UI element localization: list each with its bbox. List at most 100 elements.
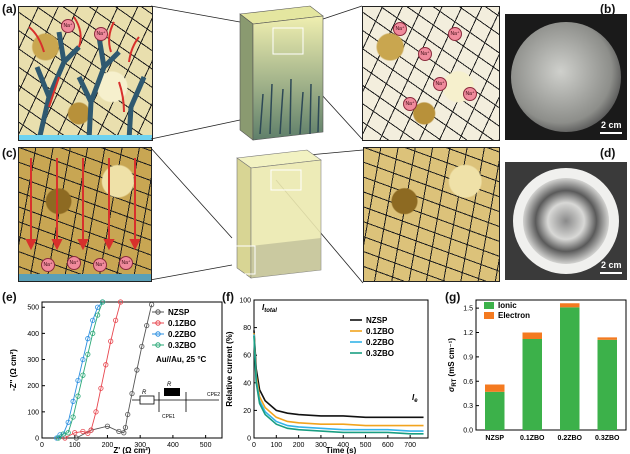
- circuit-label: CPE1: [162, 414, 175, 420]
- annotation-symbol: I: [412, 393, 415, 402]
- data-point: [93, 409, 99, 415]
- conditions-annotation: Au//Au, 25 °C: [156, 355, 207, 364]
- x-tick-label: 100: [270, 442, 282, 449]
- y-tick-label: 0: [35, 436, 39, 443]
- legend-marker: [155, 331, 161, 337]
- ion-marker: Na⁺: [393, 22, 407, 36]
- bar-ionic: [522, 339, 542, 430]
- data-point: [113, 317, 119, 323]
- ion-marker: Na⁺: [93, 258, 107, 272]
- grain-boundary-zoom-a: Na⁺ Na⁺ Na⁺ Na⁺ Na⁺ Na⁺: [362, 6, 500, 141]
- x-tick-label: 500: [360, 442, 372, 449]
- x-tick-label: 200: [293, 442, 305, 449]
- i-e-annotation: Ie: [412, 393, 418, 404]
- y-tick-label: 100: [27, 409, 39, 416]
- data-point: [65, 430, 71, 436]
- plot-frame: [475, 299, 627, 431]
- grain-zoom-c: [363, 147, 500, 282]
- y-tick-label: 400: [27, 331, 39, 338]
- plot-frame: [41, 301, 223, 439]
- annotation-symbol: I: [262, 303, 265, 312]
- x-tick-label: 700: [404, 442, 416, 449]
- ion-marker: Na⁺: [94, 27, 108, 41]
- data-point: [73, 435, 79, 441]
- data-point: [65, 419, 71, 425]
- x-axis-label: Time (s): [326, 446, 357, 454]
- legend-marker: [155, 309, 161, 315]
- porous-pellet-photo: 2 cm: [505, 162, 627, 280]
- legend-label: 0.3ZBO: [168, 341, 196, 350]
- ion-marker: Na⁺: [463, 87, 477, 101]
- x-category-label: NZSP: [485, 435, 504, 442]
- y-tick-label: 200: [27, 383, 39, 390]
- legend-label: 0.1ZBO: [168, 319, 196, 328]
- ion-marker: Na⁺: [403, 97, 417, 111]
- data-point: [85, 430, 91, 436]
- data-point: [55, 435, 61, 441]
- chart-g-conductivity: 0.0 0.3 0.6 0.9 1.2 1.5 σRT (mS cm⁻¹) NZSP 0.1ZB…: [447, 299, 627, 442]
- data-point: [122, 424, 129, 431]
- data-point: [99, 299, 106, 305]
- data-point: [104, 423, 111, 429]
- data-point: [129, 390, 135, 397]
- y-tick-label: 40: [243, 380, 251, 387]
- x-category-label: 0.3ZBO: [595, 435, 620, 442]
- panel-label-g: (g): [445, 290, 461, 304]
- x-tick-label: 300: [134, 442, 146, 449]
- x-tick-label: 400: [337, 442, 349, 449]
- ion-marker: Na⁺: [41, 258, 55, 272]
- data-point: [95, 304, 101, 310]
- circuit-label: R: [142, 390, 147, 396]
- data-point: [90, 330, 96, 336]
- panel-label-c: (c): [2, 146, 17, 160]
- data-point: [75, 393, 81, 399]
- data-point: [85, 336, 91, 342]
- legend-label: Electron: [498, 311, 530, 320]
- scale-bar: [600, 132, 622, 134]
- y-tick-label: 0: [247, 436, 251, 443]
- data-point: [70, 414, 76, 420]
- x-tick-label: 300: [315, 442, 327, 449]
- data-point: [75, 377, 81, 384]
- cube-a: [239, 5, 324, 141]
- panel-label-b: (b): [600, 2, 616, 16]
- data-point: [116, 428, 122, 435]
- data-point: [149, 302, 155, 308]
- y-tick-label: 0.9: [463, 354, 473, 361]
- x-axis-label: Z' (Ω cm²): [113, 446, 151, 454]
- scale-bar-label: 2 cm: [601, 260, 622, 270]
- y-tick-label: 0.6: [463, 379, 473, 386]
- legend-label: 0.1ZBO: [366, 327, 394, 336]
- y-axis-label: σRT (mS cm⁻¹): [447, 338, 458, 392]
- legend-label: NZSP: [366, 316, 388, 325]
- data-point: [117, 299, 124, 305]
- y-tick-label: 80: [243, 325, 251, 332]
- series-line-0.3ZBO: [253, 335, 424, 435]
- x-tick-label: 0: [252, 442, 256, 449]
- bar-electron: [485, 384, 505, 392]
- legend-swatch: [484, 312, 494, 319]
- chart-e-impedance: 0 100 200 300 400 500 0 100 200 300 400 500 Z' (Ω cm…: [9, 299, 223, 454]
- data-point: [125, 411, 131, 418]
- data-point: [134, 367, 140, 373]
- legend-label: Ionic: [498, 301, 517, 310]
- uniform-deposition-illustration: Na⁺ Na⁺ Na⁺ Na⁺: [18, 147, 152, 282]
- x-tick-label: 400: [167, 442, 179, 449]
- bar-electron: [522, 332, 542, 339]
- y-tick-label: 300: [27, 357, 39, 364]
- data-point: [80, 356, 86, 363]
- legend-marker: [155, 342, 161, 348]
- panel-label-f: (f): [222, 290, 234, 304]
- legend-label: 0.2ZBO: [366, 338, 394, 347]
- ion-marker: Na⁺: [67, 256, 81, 270]
- dendrite-grain-illustration: Na⁺ Na⁺: [18, 6, 153, 141]
- dendrite-drawing: [19, 16, 152, 140]
- circuit-resistor: [139, 395, 155, 405]
- i-total-annotation: Itotal: [262, 303, 277, 314]
- ion-marker: Na⁺: [448, 27, 462, 41]
- y-tick-label: 1.2: [463, 330, 473, 337]
- ion-marker: Na⁺: [119, 256, 133, 270]
- bar-ionic: [597, 339, 617, 430]
- data-point: [90, 317, 96, 323]
- legend-swatch: [484, 302, 494, 309]
